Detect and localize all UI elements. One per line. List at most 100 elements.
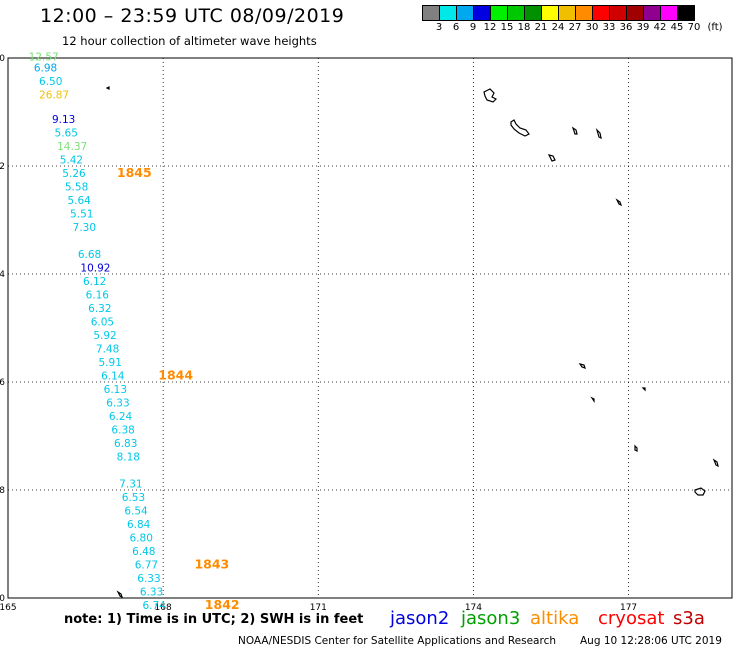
lat-tick-label: -2 [0, 162, 5, 172]
swh-observation: 6.54 [124, 505, 148, 517]
lon-tick-label: 168 [155, 603, 172, 613]
lon-tick-label: 171 [310, 603, 327, 613]
swh-observation: 6.50 [39, 76, 62, 88]
color-scale-label: 36 [619, 22, 633, 33]
color-swatch [627, 6, 644, 20]
swh-observation: 6.16 [86, 289, 110, 301]
lat-tick-label: -6 [0, 378, 5, 388]
island-outline [483, 88, 498, 103]
swh-observation: 5.26 [62, 168, 86, 180]
island-outline [547, 154, 556, 162]
color-scale-label: 30 [585, 22, 599, 33]
color-swatch [610, 6, 627, 20]
swh-observation: 9.13 [52, 114, 75, 126]
color-scale-label: 15 [500, 22, 514, 33]
color-swatch [593, 6, 610, 20]
island-outline [571, 126, 578, 135]
color-scale-label: 39 [636, 22, 650, 33]
swh-observation: 14.37 [57, 141, 87, 153]
swh-observation: 6.48 [132, 546, 155, 558]
pass-time-label: 1844 [158, 367, 193, 382]
color-scale-label: 12 [483, 22, 497, 33]
color-scale-label: 27 [568, 22, 582, 33]
island-outline [590, 396, 595, 403]
color-scale-label: 24 [551, 22, 565, 33]
generated-timestamp: Aug 10 12:28:06 UTC 2019 [580, 635, 722, 647]
swh-observation: 6.24 [109, 411, 133, 423]
legend-item-jason3: jason3 [461, 608, 521, 629]
color-swatch [423, 6, 440, 20]
island-outline [694, 487, 706, 496]
swh-observation: 6.53 [122, 492, 145, 504]
pass-time-label: 1845 [117, 165, 152, 180]
island-outline [634, 444, 638, 452]
color-swatch [457, 6, 474, 20]
swh-observation: 6.14 [101, 370, 125, 382]
swh-observation: 6.80 [130, 532, 153, 544]
island-outline [615, 198, 623, 207]
swh-observation: 6.33 [140, 586, 163, 598]
swh-observation: 5.64 [67, 195, 91, 207]
color-scale-label: 45 [670, 22, 684, 33]
color-swatch [525, 6, 542, 20]
swh-observation: 6.05 [91, 316, 114, 328]
color-swatch [440, 6, 457, 20]
pass-time-label: 1842 [205, 597, 240, 612]
swh-observation: 5.51 [70, 208, 93, 220]
color-swatch [661, 6, 678, 20]
map-frame [7, 57, 733, 599]
island-outline [105, 86, 110, 90]
color-scale-unit: (ft) [707, 22, 723, 33]
lon-tick-label: 165 [0, 603, 17, 613]
island-outline [510, 119, 530, 137]
legend-item-altika: altika [530, 608, 580, 629]
legend-item-cryosat: cryosat [598, 608, 665, 629]
swh-observation: 6.13 [104, 384, 127, 396]
color-scale-bar [422, 5, 695, 21]
swh-observation: 7.31 [119, 478, 142, 490]
color-scale-label: 9 [469, 22, 477, 33]
island-outline [116, 590, 124, 599]
color-scale-label: 70 [687, 22, 701, 33]
swh-observation: 6.77 [135, 559, 158, 571]
island-outline [641, 387, 646, 392]
page-title: 12:00 – 23:59 UTC 08/09/2019 [40, 5, 345, 27]
color-scale-label: 3 [435, 22, 443, 33]
swh-observation: 5.92 [93, 330, 116, 342]
swh-observation: 26.87 [39, 90, 69, 102]
swh-observation: 5.65 [55, 127, 78, 139]
swh-observation: 8.18 [117, 451, 140, 463]
swh-observation: 6.84 [127, 519, 151, 531]
swh-observation: 7.30 [73, 222, 96, 234]
legend-item-s3a: s3a [673, 608, 705, 629]
swh-observation: 6.74 [142, 600, 166, 612]
swh-observation: 7.48 [96, 343, 119, 355]
color-scale-label: 42 [653, 22, 667, 33]
color-swatch [491, 6, 508, 20]
lat-tick-label: -10 [0, 594, 5, 604]
pass-time-label: 1843 [194, 556, 229, 571]
color-swatch [559, 6, 576, 20]
color-scale-label: 6 [452, 22, 460, 33]
color-swatch [576, 6, 593, 20]
color-scale-label: 21 [534, 22, 548, 33]
page-subtitle: 12 hour collection of altimeter wave hei… [62, 34, 317, 48]
color-swatch [644, 6, 661, 20]
swh-observation: 5.91 [99, 357, 122, 369]
swh-observation: 6.83 [114, 438, 137, 450]
swh-observation: 6.33 [137, 573, 160, 585]
credit-line: NOAA/NESDIS Center for Satellite Applica… [238, 635, 556, 647]
island-outline [578, 363, 586, 369]
color-swatch [542, 6, 559, 20]
swh-observation: 10.92 [80, 262, 110, 274]
legend-item-jason2: jason2 [390, 608, 450, 629]
swh-observation: 6.68 [78, 249, 101, 261]
swh-observation: 5.58 [65, 181, 88, 193]
swh-observation: 6.98 [34, 63, 57, 75]
lon-tick-label: 174 [465, 603, 482, 613]
swh-observation: 5.42 [60, 154, 83, 166]
swh-observation: 6.12 [83, 276, 106, 288]
lat-tick-label: -8 [0, 486, 5, 496]
